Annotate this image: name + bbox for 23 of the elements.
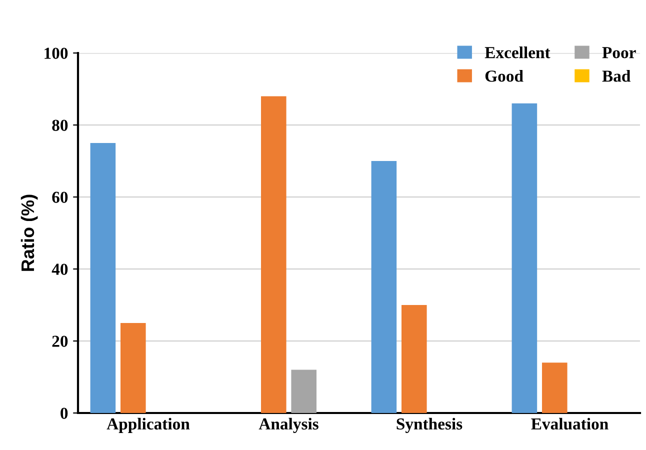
x-tick-label: Synthesis	[396, 418, 462, 434]
x-tick-label: Evaluation	[531, 418, 608, 430]
bar	[291, 370, 316, 413]
legend-label: Good	[485, 70, 524, 82]
bar	[261, 96, 286, 413]
legend-label: Excellent	[484, 46, 550, 58]
y-tick-label: 60	[52, 192, 68, 203]
y-tick-label: 40	[52, 264, 68, 275]
y-tick-label: 100	[44, 48, 68, 59]
y-tick-label: 0	[60, 408, 68, 419]
y-tick-label: 20	[52, 336, 68, 347]
bar	[542, 362, 568, 413]
x-tick-label: Application	[106, 418, 190, 433]
bar	[371, 161, 397, 413]
legend-label: Bad	[602, 70, 631, 82]
x-tick-label: Analysis	[258, 418, 318, 434]
bar	[512, 103, 538, 413]
bar	[120, 323, 146, 413]
bar	[90, 143, 116, 413]
legend-label: Poor	[602, 47, 636, 58]
bar	[402, 305, 427, 413]
y-tick-label: 80	[52, 120, 68, 131]
y-axis-title: Ratio (%)	[20, 194, 38, 271]
